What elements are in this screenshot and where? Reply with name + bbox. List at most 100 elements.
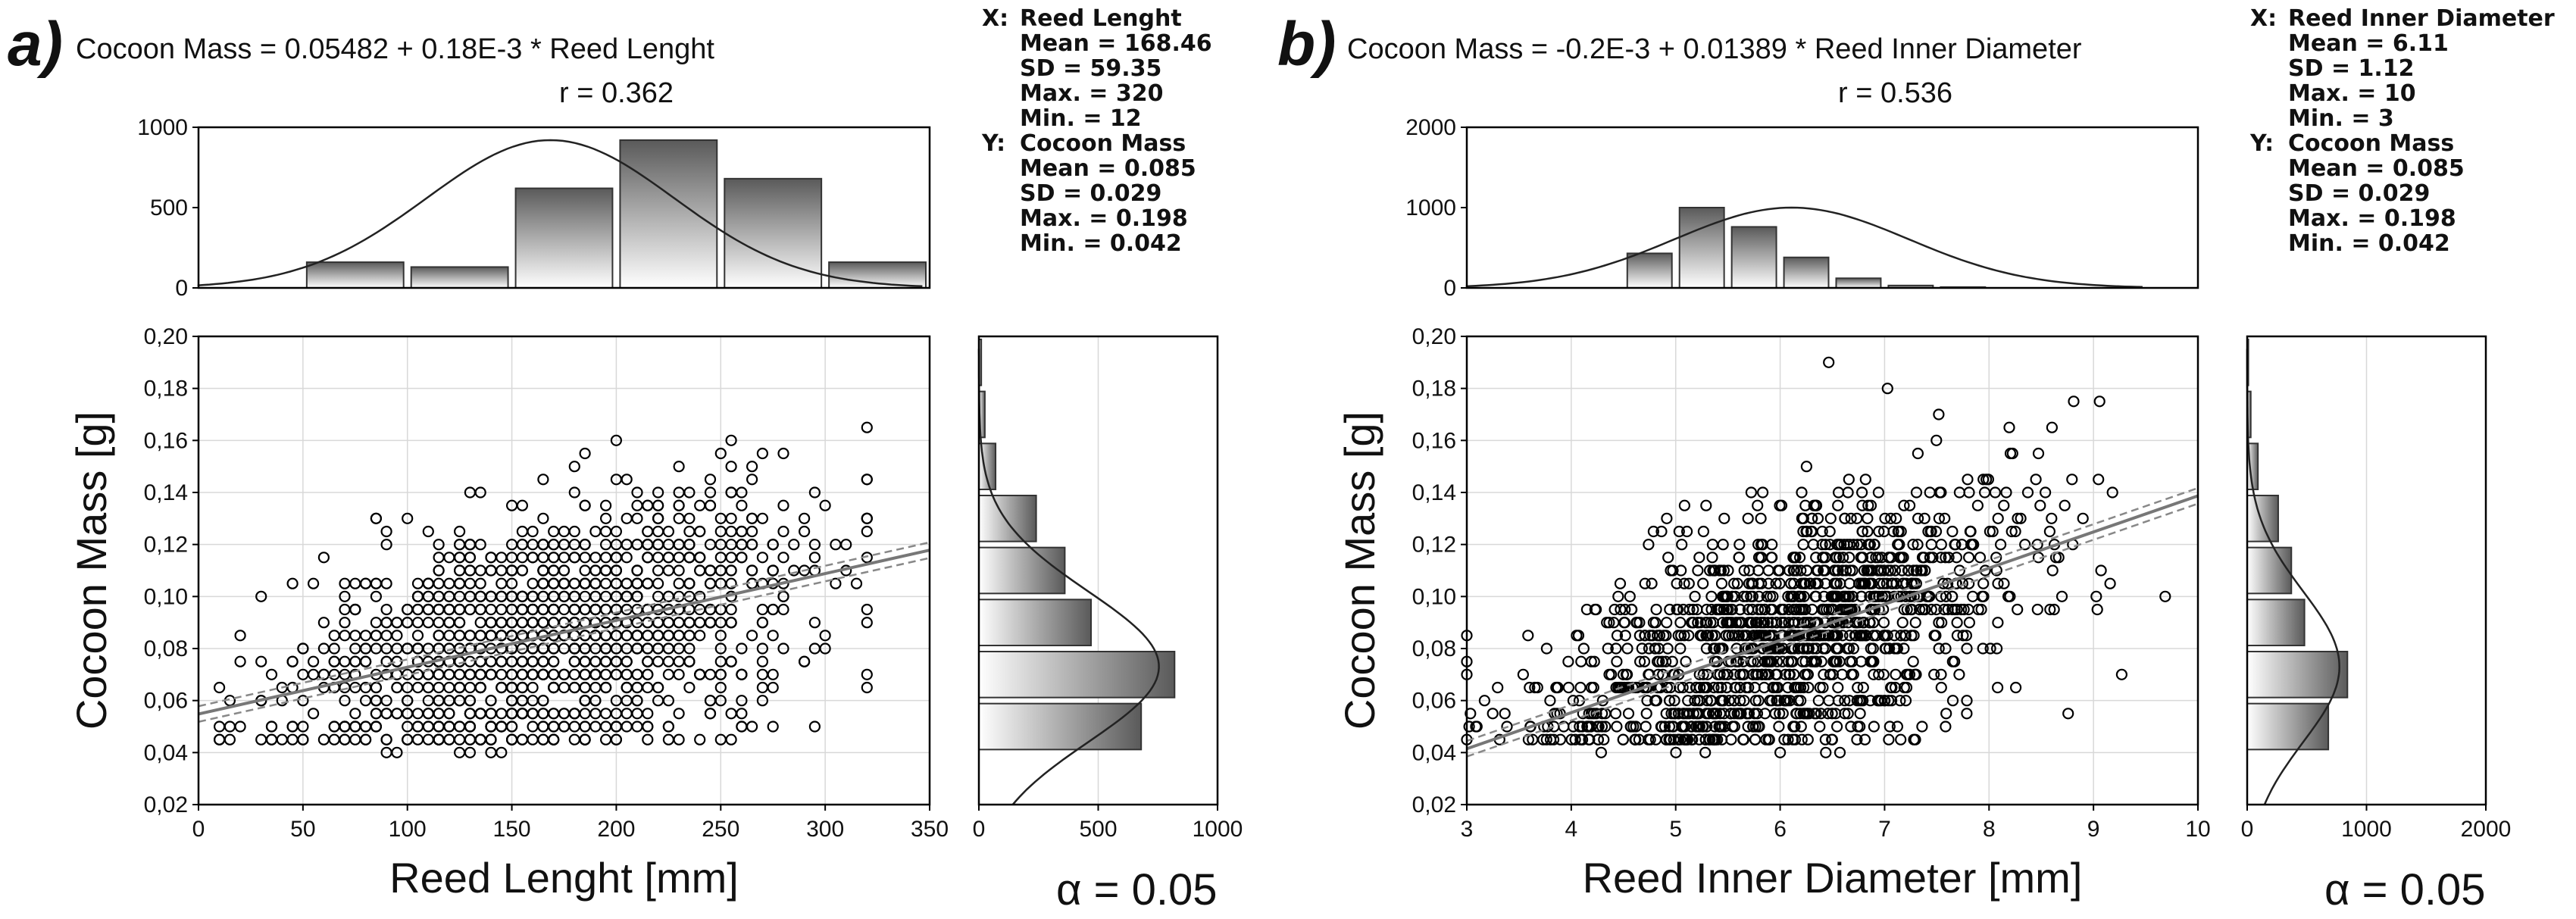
data-point <box>1773 721 1785 733</box>
data-point <box>1699 681 1712 694</box>
data-point <box>1615 603 1627 616</box>
data-point <box>1925 603 1937 616</box>
data-point <box>1961 695 1973 707</box>
panel-b-equation: Cocoon Mass = -0.2E-3 + 0.01389 * Reed I… <box>1347 33 2082 65</box>
data-point <box>1943 552 1955 564</box>
data-point <box>380 642 392 655</box>
data-point <box>1814 681 1826 694</box>
data-point <box>443 617 455 629</box>
stats-x-title: Reed Inner Diameter <box>2288 5 2555 32</box>
data-point <box>1774 708 1786 720</box>
data-point <box>1630 733 1642 746</box>
data-point <box>2034 499 2046 511</box>
stats-y-prefix: Y: <box>982 130 1006 157</box>
data-point <box>1663 733 1675 746</box>
histogram-bar <box>978 546 1066 595</box>
data-point <box>662 733 675 746</box>
data-point <box>516 564 529 577</box>
histogram-bar <box>410 266 509 289</box>
stats-y-max: Max. = 0.198 <box>2288 205 2456 232</box>
data-point <box>652 499 664 511</box>
data-point <box>1752 564 1765 577</box>
data-point <box>411 630 424 642</box>
data-point <box>599 512 612 524</box>
data-point <box>1747 630 1760 642</box>
data-point <box>453 746 466 758</box>
data-point <box>631 512 643 524</box>
data-point <box>464 630 477 642</box>
data-point <box>1777 603 1790 616</box>
x-marginal-histogram: 0 1000 2000 <box>1405 115 2199 301</box>
data-point <box>537 708 549 720</box>
data-point <box>1982 474 1994 486</box>
data-point <box>558 564 571 577</box>
data-point <box>2000 486 2012 499</box>
histogram-bar <box>2246 651 2349 699</box>
histogram-frame <box>1465 126 2199 289</box>
data-point <box>234 655 246 667</box>
data-point <box>2030 474 2042 486</box>
y-tick-label: 0,06 <box>144 689 188 714</box>
data-point <box>339 695 351 707</box>
panel-a-r-value: r = 0.362 <box>559 77 674 109</box>
x-axis-title: Reed Lenght [mm] <box>389 854 739 902</box>
data-point <box>673 461 685 473</box>
stats-x-sd: SD = 59.35 <box>1020 55 1162 82</box>
data-point <box>402 512 414 524</box>
x-tick-label: 0 <box>192 817 205 842</box>
data-point <box>1801 668 1813 680</box>
confidence-band-upper <box>198 541 930 708</box>
data-point <box>1984 642 1996 655</box>
histogram-bar <box>2246 546 2293 595</box>
data-point <box>1758 617 1771 629</box>
data-point <box>1580 603 1593 616</box>
data-point <box>548 681 560 694</box>
data-point <box>370 681 382 694</box>
data-point <box>1816 539 1828 551</box>
data-point <box>1662 642 1674 655</box>
data-point <box>2159 590 2171 602</box>
data-point <box>1658 630 1670 642</box>
data-point <box>411 708 424 720</box>
data-point <box>516 603 529 616</box>
data-point <box>1722 564 1734 577</box>
data-point <box>1704 733 1716 746</box>
data-point <box>349 603 361 616</box>
data-point <box>704 577 717 589</box>
data-point <box>1723 617 1735 629</box>
data-point <box>1841 642 1853 655</box>
data-point <box>808 486 821 499</box>
data-point <box>568 681 580 694</box>
histogram-bar <box>514 187 614 289</box>
data-point <box>339 733 351 746</box>
data-point <box>1890 512 1902 524</box>
y-tick-label: 0,02 <box>1412 792 1456 817</box>
data-point <box>1957 630 1969 642</box>
data-point <box>349 721 361 733</box>
data-point <box>1779 695 1791 707</box>
data-point <box>391 630 403 642</box>
data-point <box>1804 577 1816 589</box>
data-point <box>360 577 372 589</box>
data-point <box>1576 721 1588 733</box>
data-point <box>599 552 612 564</box>
data-point <box>1630 617 1643 629</box>
data-point <box>1800 525 1812 538</box>
data-point <box>255 733 267 746</box>
data-point <box>683 525 696 538</box>
data-point <box>652 564 664 577</box>
data-point <box>756 512 769 524</box>
data-point <box>548 603 560 616</box>
data-point <box>631 499 643 511</box>
data-point <box>631 721 643 733</box>
data-point <box>1767 681 1779 694</box>
y-axis-title: Cocoon Mass [g] <box>67 411 115 730</box>
data-point <box>1742 512 1754 524</box>
data-point <box>1728 721 1740 733</box>
data-point <box>2068 395 2080 408</box>
stats-x-mean: Mean = 6.11 <box>2288 30 2449 57</box>
data-point <box>2012 512 2024 524</box>
data-point <box>1905 603 1918 616</box>
data-point <box>317 733 330 746</box>
data-point <box>402 695 414 707</box>
